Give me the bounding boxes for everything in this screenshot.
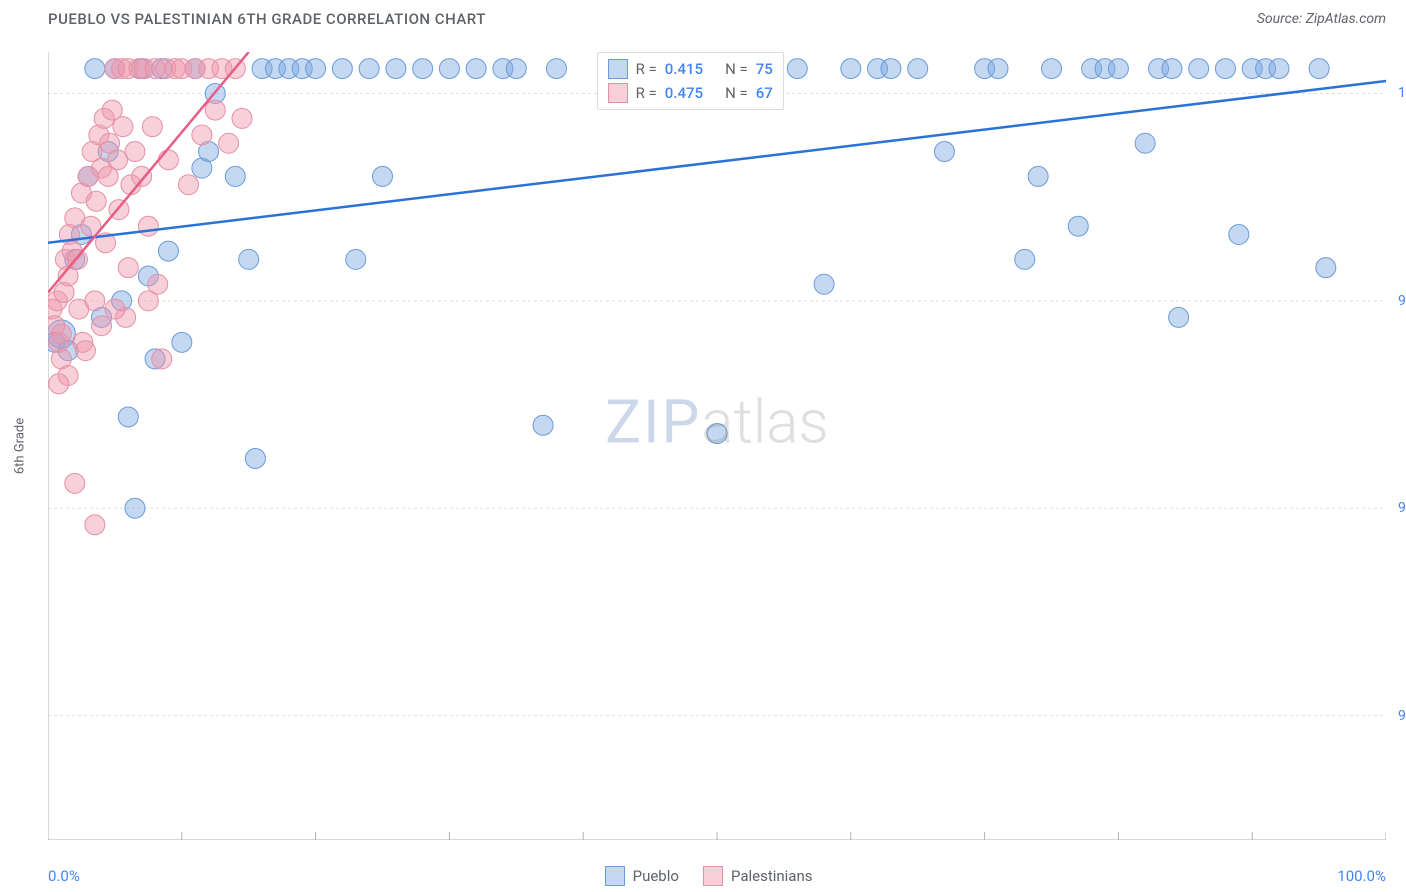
stats-n-pueblo: 75 — [756, 60, 773, 78]
legend-swatch-palestinians — [703, 866, 723, 886]
ytick-92-5: 92.5% — [1390, 708, 1406, 724]
stats-r-label: R = — [636, 60, 657, 78]
stats-swatch-pueblo — [608, 59, 628, 79]
source-label: Source: ZipAtlas.com — [1257, 11, 1386, 27]
stats-box: R = 0.415 N = 75 R = 0.475 N = 67 — [597, 52, 784, 110]
x-axis-min-label: 0.0% — [48, 867, 80, 885]
stats-r-label: R = — [636, 84, 657, 102]
chart-title: PUEBLO VS PALESTINIAN 6TH GRADE CORRELAT… — [48, 10, 486, 28]
legend-center: Pueblo Palestinians — [605, 866, 813, 886]
y-axis-label: 6th Grade — [13, 418, 28, 474]
legend-swatch-pueblo — [605, 866, 625, 886]
ytick-97-5: 97.5% — [1390, 293, 1406, 309]
stats-n-palestinians: 67 — [756, 84, 773, 102]
bottom-legend: 0.0% Pueblo Palestinians 100.0% — [48, 866, 1386, 886]
stats-n-label: N = — [725, 60, 748, 78]
scatter-plot — [48, 52, 1386, 840]
legend-item-pueblo: Pueblo — [605, 866, 679, 886]
legend-label-palestinians: Palestinians — [731, 867, 813, 885]
stats-r-pueblo: 0.415 — [665, 60, 703, 78]
legend-label-pueblo: Pueblo — [633, 867, 679, 885]
ytick-100: 100.0% — [1390, 85, 1406, 101]
x-axis-max-label: 100.0% — [1337, 867, 1386, 885]
stats-row-palestinians: R = 0.475 N = 67 — [608, 81, 773, 105]
stats-r-palestinians: 0.475 — [665, 84, 703, 102]
stats-swatch-palestinians — [608, 83, 628, 103]
legend-item-palestinians: Palestinians — [703, 866, 813, 886]
stats-row-pueblo: R = 0.415 N = 75 — [608, 57, 773, 81]
stats-n-label: N = — [725, 84, 748, 102]
chart-container: 6th Grade ZIPatlas R = 0.415 N = 75 R = … — [48, 52, 1386, 840]
chart-header: PUEBLO VS PALESTINIAN 6TH GRADE CORRELAT… — [0, 0, 1406, 36]
ytick-95: 95.0% — [1390, 500, 1406, 516]
